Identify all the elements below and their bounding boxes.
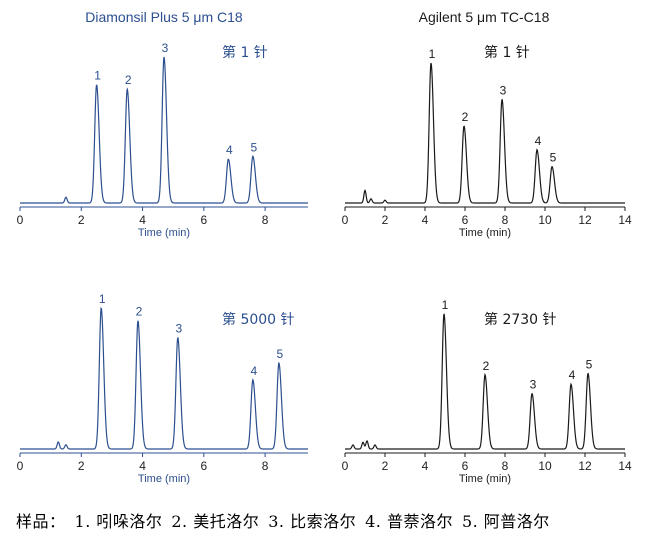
x-axis-title: Time (min) — [138, 473, 190, 485]
x-tick-label: 10 — [538, 213, 552, 227]
peak-label: 5 — [251, 140, 258, 154]
injection-annotation: 第 1 针 — [222, 44, 268, 61]
peak-label: 1 — [429, 47, 436, 61]
signal-trace — [20, 56, 308, 204]
x-tick-label: 2 — [78, 213, 85, 227]
caption-item-1: 1. 吲哚洛尔 — [74, 512, 163, 531]
peak-label: 5 — [586, 357, 593, 371]
x-tick-label: 8 — [502, 459, 509, 473]
x-tick-label: 2 — [382, 459, 389, 473]
caption-item-2: 2. 美托洛尔 — [171, 512, 260, 531]
peak-label: 1 — [99, 292, 106, 306]
x-tick-label: 6 — [200, 459, 207, 473]
injection-annotation: 第 1 针 — [484, 44, 530, 61]
injection-annotation: 第 5000 针 — [222, 311, 295, 328]
x-tick-label: 2 — [382, 213, 389, 227]
x-tick-label: 0 — [17, 459, 24, 473]
peak-label: 3 — [175, 322, 182, 336]
left-column-title: Diamonsil Plus 5 μm C18 — [85, 9, 243, 25]
x-tick-label: 4 — [422, 459, 429, 473]
x-tick-label: 6 — [462, 459, 469, 473]
peak-label: 5 — [277, 347, 284, 361]
x-tick-label: 4 — [139, 213, 146, 227]
peak-label: 1 — [94, 69, 101, 83]
x-tick-label: 8 — [502, 213, 509, 227]
x-axis-title: Time (min) — [459, 473, 511, 485]
x-axis-title: Time (min) — [138, 227, 190, 239]
peak-label: 2 — [462, 110, 469, 124]
x-tick-label: 8 — [262, 459, 269, 473]
x-tick-label: 0 — [342, 213, 349, 227]
peak-label: 3 — [530, 378, 537, 392]
x-tick-label: 0 — [342, 459, 349, 473]
x-tick-label: 12 — [578, 213, 592, 227]
x-tick-label: 14 — [618, 459, 632, 473]
x-tick-label: 12 — [578, 459, 592, 473]
caption-prefix: 样品： — [16, 512, 66, 531]
x-tick-label: 4 — [422, 213, 429, 227]
caption-item-4: 4. 普萘洛尔 — [365, 512, 453, 531]
x-tick-label: 4 — [139, 459, 146, 473]
signal-trace — [345, 62, 625, 204]
caption-item-5: 5. 阿普洛尔 — [461, 512, 550, 531]
right-column-title: Agilent 5 μm TC-C18 — [419, 9, 550, 25]
signal-trace — [345, 313, 625, 450]
x-tick-label: 2 — [78, 459, 85, 473]
peak-label: 1 — [442, 298, 449, 312]
caption-item-3: 3. 比索洛尔 — [268, 512, 357, 531]
peak-label: 2 — [483, 359, 490, 373]
x-tick-label: 10 — [538, 459, 552, 473]
x-tick-label: 6 — [200, 213, 207, 227]
peak-label: 4 — [251, 364, 258, 378]
x-tick-label: 0 — [17, 213, 24, 227]
peak-label: 3 — [162, 41, 169, 55]
x-tick-label: 14 — [618, 213, 632, 227]
peak-label: 5 — [550, 151, 557, 165]
peak-label: 2 — [136, 305, 143, 319]
x-tick-label: 8 — [262, 213, 269, 227]
sample-caption: 样品： 1. 吲哚洛尔 2. 美托洛尔 3. 比索洛尔 4. 普萘洛尔 5. 阿普洛尔 — [16, 508, 646, 532]
peak-label: 3 — [500, 83, 507, 97]
peak-label: 4 — [535, 134, 542, 148]
chromatogram-panel-ul: 0 2 4 6 8 Time (min) 1 2 3 4 5 第 1 针 — [17, 41, 308, 239]
chromatogram-panel-ll: 0 2 4 6 8 Time (min) 1 2 3 4 5 第 5000 针 — [17, 292, 308, 485]
x-tick-label: 6 — [462, 213, 469, 227]
peak-label: 4 — [226, 143, 233, 157]
peak-label: 4 — [569, 368, 576, 382]
signal-trace — [20, 307, 308, 450]
peak-label: 2 — [125, 73, 132, 87]
injection-annotation: 第 2730 针 — [484, 311, 557, 328]
x-axis-title: Time (min) — [459, 227, 511, 239]
